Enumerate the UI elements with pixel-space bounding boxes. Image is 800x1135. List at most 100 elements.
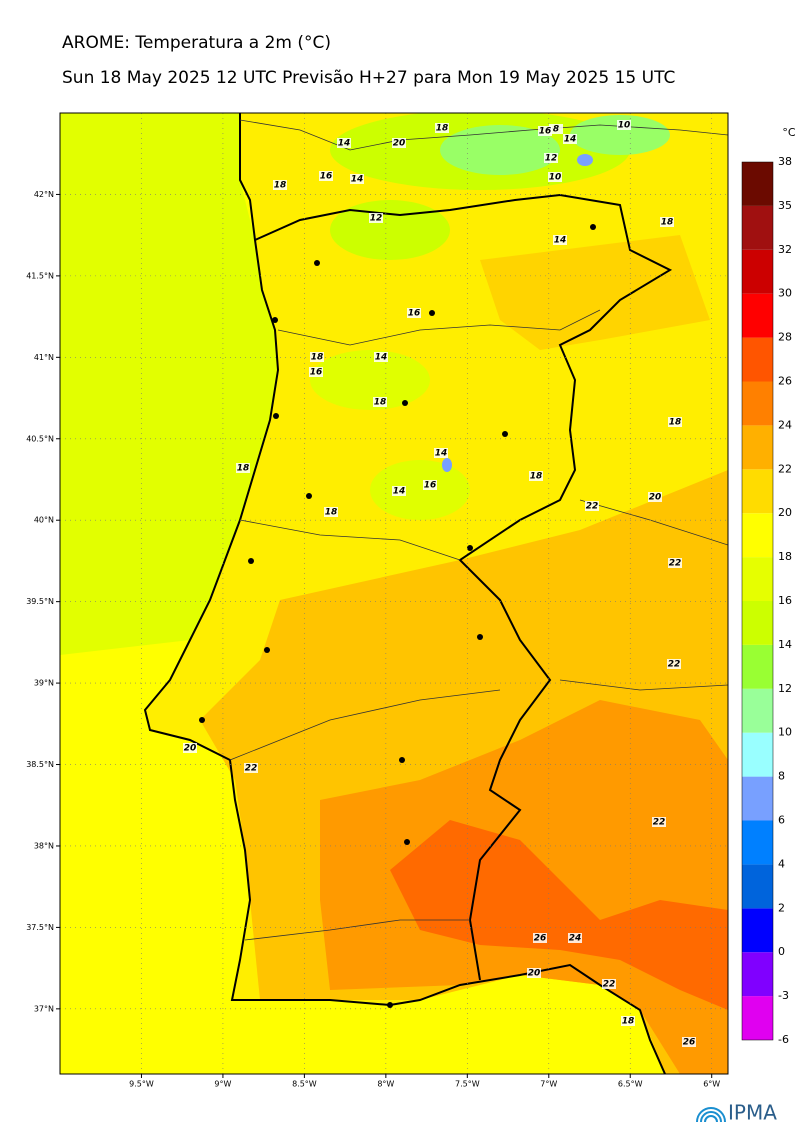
colorbar-label: 20 — [778, 506, 792, 519]
colorbar-segment — [742, 337, 773, 382]
region-line — [229, 689, 501, 761]
contour-label: 14 — [351, 175, 364, 185]
contour-label-bg — [538, 126, 552, 136]
contour-label: 18 — [311, 353, 324, 363]
x-tick-label: 7°W — [540, 1080, 557, 1089]
y-tick-label: 42°N — [34, 190, 54, 199]
colorbar-segment — [742, 776, 773, 821]
contour-label-bg — [617, 120, 631, 130]
axes: 42°N 41.5°N 41°N 40.5°N 40°N 39.5°N 39°N 38.5°N… — [26, 190, 720, 1089]
contour-label: 22 — [668, 660, 681, 670]
contour-label: 18 — [661, 218, 674, 228]
contour-label-bg — [568, 933, 582, 943]
contour-label-bg — [549, 124, 563, 134]
contour-label-bg — [434, 448, 448, 458]
contour-label-bg — [660, 217, 674, 227]
colorbar-frame — [741, 161, 774, 1041]
contour-label: 24 — [569, 934, 582, 944]
contour-label-bg — [553, 235, 567, 245]
contour-label-bg — [183, 743, 197, 753]
contour-label-bg — [585, 501, 599, 511]
contour-label-bg — [602, 979, 616, 989]
colorbar-segment — [742, 952, 773, 997]
contour-label-bg — [319, 171, 333, 181]
city — [502, 431, 508, 437]
contour-label: 20 — [649, 493, 662, 503]
contour-label: 16 — [424, 481, 437, 491]
contour-label: 14 — [564, 135, 577, 145]
region-line — [239, 519, 461, 561]
contour-label: 14 — [435, 449, 448, 459]
contour-label: 12 — [370, 214, 383, 224]
y-tick-label: 38°N — [34, 841, 54, 850]
city — [199, 717, 205, 723]
city — [264, 647, 270, 653]
contour-label: 16 — [539, 127, 552, 137]
contour-label-bg — [244, 763, 258, 773]
contour-label-bg — [309, 367, 323, 377]
contour-label: 20 — [393, 139, 406, 149]
contour-label: 10 — [549, 173, 562, 183]
subtitle: Sun 18 May 2025 12 UTC Previsão H+27 par… — [62, 68, 675, 88]
colorbar-segment — [742, 688, 773, 733]
colorbar-label: 4 — [778, 857, 785, 870]
y-tick-label: 38.5°N — [26, 760, 54, 769]
y-tick-label: 41.5°N — [26, 271, 54, 280]
colorbar-label: 22 — [778, 462, 792, 475]
colorbar-label: 2 — [778, 901, 785, 914]
contour-label: 14 — [375, 353, 388, 363]
contour-label-bg — [350, 174, 364, 184]
region-line — [559, 679, 728, 691]
contour-label-bg — [369, 213, 383, 223]
contour-label: 18 — [436, 124, 449, 134]
colorbar-label: 32 — [778, 243, 792, 256]
cool-area — [330, 200, 450, 260]
contour-label: 16 — [310, 368, 323, 378]
cool-area — [440, 125, 560, 175]
colorbar-segment — [742, 557, 773, 601]
x-tick-label: 9°W — [214, 1080, 231, 1089]
y-tick-label: 37.5°N — [26, 923, 54, 932]
y-tick-label: 39°N — [34, 679, 54, 688]
colorbar-label: 26 — [778, 375, 792, 388]
city — [402, 400, 408, 406]
contour-label: 18 — [530, 472, 543, 482]
colorbar-segment — [742, 908, 773, 953]
contour-label: 18 — [325, 508, 338, 518]
city — [272, 317, 278, 323]
colorbar-label: 6 — [778, 814, 785, 827]
contour-label: 22 — [245, 764, 258, 774]
contour-label-bg — [648, 492, 662, 502]
y-tick-label: 39.5°N — [26, 597, 54, 606]
contour-label-bg — [682, 1037, 696, 1047]
contour-label-bg — [392, 138, 406, 148]
contour-label: 18 — [274, 181, 287, 191]
hot-area — [390, 820, 728, 1010]
contour-label-bg — [621, 1016, 635, 1026]
contour-label-bg — [423, 480, 437, 490]
colorbar-segment — [742, 601, 773, 645]
logo-text: IPMA — [728, 1101, 777, 1125]
city — [273, 413, 279, 419]
colorbar-unit: °C — [782, 126, 796, 139]
city — [387, 1002, 393, 1008]
cold-spot — [577, 154, 593, 166]
contour-label: 22 — [669, 559, 682, 569]
coastline — [143, 113, 666, 1074]
contour-label: 16 — [320, 172, 333, 182]
colorbar-label: 14 — [778, 638, 792, 651]
contour-label-bg — [533, 933, 547, 943]
contour-label: 22 — [603, 980, 616, 990]
colorbar-label: 8 — [778, 770, 785, 783]
city — [248, 558, 254, 564]
cool-area — [310, 350, 430, 410]
contour-label-bg — [273, 180, 287, 190]
contour-label: 22 — [586, 502, 599, 512]
colorbar-segment — [742, 425, 773, 470]
colorbar-segment — [742, 293, 773, 338]
colorbar-label: 30 — [778, 287, 792, 300]
contour-label: 14 — [554, 236, 567, 246]
x-tick-label: 7.5°W — [455, 1080, 480, 1089]
